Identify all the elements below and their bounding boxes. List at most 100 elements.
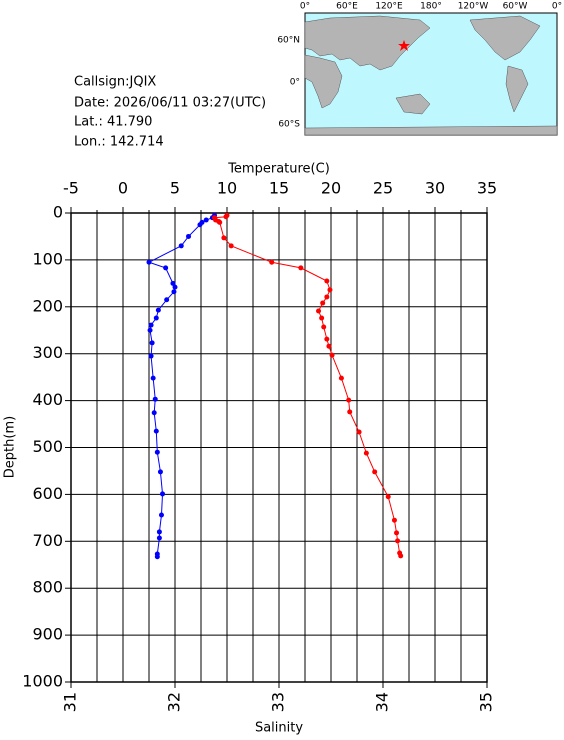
- profile-point: [172, 284, 178, 290]
- profile-point: [356, 429, 362, 435]
- x2-tick-label: 5: [170, 179, 180, 198]
- profile-point: [151, 410, 157, 416]
- map-lat-label: 60°S: [278, 120, 300, 130]
- y-tick-label: 700: [32, 531, 63, 550]
- profile-point: [156, 535, 162, 541]
- profile-point: [152, 396, 158, 402]
- x2-tick-label: 15: [269, 179, 289, 198]
- land: [304, 15, 558, 136]
- profile-point: [228, 243, 234, 249]
- map-lon-label: 0°: [552, 2, 562, 12]
- profile-point: [269, 259, 275, 265]
- x-tick-label: 32: [165, 692, 184, 712]
- profile-point: [148, 322, 154, 328]
- profile-line: [213, 215, 402, 557]
- map: [304, 12, 558, 136]
- y-tick-label: 400: [32, 390, 63, 409]
- profile-point: [160, 491, 166, 497]
- x-tick-label: 33: [269, 692, 288, 712]
- profile-point: [158, 512, 164, 518]
- y-tick-label: 300: [32, 343, 63, 362]
- profile-point: [326, 343, 332, 349]
- profile-point: [149, 340, 155, 346]
- profile-point: [186, 233, 192, 239]
- profile-point: [324, 278, 330, 284]
- profile-point: [164, 297, 170, 303]
- x-tick-label: 31: [61, 692, 80, 712]
- profile-point: [329, 352, 335, 358]
- profile-point: [154, 554, 160, 560]
- profile-point: [319, 315, 325, 321]
- x-axis-label: Salinity: [255, 721, 303, 736]
- y-tick-label: 500: [32, 437, 63, 456]
- x2-tick-label: 20: [321, 179, 341, 198]
- map-lat-label: 60°N: [277, 36, 300, 46]
- map-lon-label: 120°E: [375, 2, 403, 12]
- profile-point: [150, 375, 156, 381]
- map-lat-label: 0°: [290, 78, 300, 88]
- y-tick-label: 600: [32, 484, 63, 503]
- map-lon-label: 120°W: [458, 2, 489, 12]
- profile-point: [347, 409, 353, 415]
- profile-point: [221, 235, 227, 241]
- profile-point: [324, 294, 330, 300]
- x2-tick-label: 10: [217, 179, 237, 198]
- profile-point: [217, 219, 223, 225]
- profile-point: [147, 327, 153, 333]
- profile-point: [298, 265, 304, 271]
- profile-point: [146, 259, 152, 265]
- y-tick-label: 900: [32, 625, 63, 644]
- y-tick-label: 200: [32, 296, 63, 315]
- profile-point: [398, 553, 404, 559]
- profile-point: [163, 265, 169, 271]
- profile-point: [346, 397, 352, 403]
- profile-point: [170, 280, 176, 286]
- profile-point: [320, 300, 326, 306]
- x2-tick-label: 30: [425, 179, 445, 198]
- profile-point: [171, 289, 177, 295]
- profile-point: [394, 530, 400, 536]
- profile-point: [156, 529, 162, 535]
- profile-point: [363, 450, 369, 456]
- profile-point: [157, 469, 163, 475]
- x2-tick-label: 35: [477, 179, 497, 198]
- date: Date: 2026/06/11 03:27(UTC): [74, 96, 266, 111]
- profile-point: [203, 217, 209, 223]
- profile-point: [338, 375, 344, 381]
- profile-point: [153, 315, 159, 321]
- callsign: Callsign:JQIX: [74, 75, 156, 90]
- station-marker: [398, 40, 410, 51]
- profile-point: [154, 449, 160, 455]
- profile-line: [147, 215, 215, 557]
- profile-point: [178, 243, 184, 249]
- y-tick-label: 100: [32, 249, 63, 268]
- x2-axis-label: Temperature(C): [227, 162, 330, 177]
- x-tick-label: 35: [477, 692, 496, 712]
- y-tick-label: 1000: [22, 672, 63, 691]
- y-tick-label: 0: [53, 203, 63, 222]
- map-lon-label: 60°W: [503, 2, 528, 12]
- lon: Lon.: 142.714: [74, 135, 164, 150]
- x-tick-label: 34: [373, 692, 392, 712]
- map-lon-label: 60°E: [336, 2, 358, 12]
- profile-point: [197, 222, 203, 228]
- x2-tick-label: -5: [63, 179, 79, 198]
- profile-point: [395, 538, 401, 544]
- profile-point: [155, 307, 161, 313]
- lat: Lat.: 41.790: [74, 115, 152, 130]
- profile-point: [327, 287, 333, 293]
- x2-tick-label: 25: [373, 179, 393, 198]
- profile-point: [153, 428, 159, 434]
- profile-point: [324, 336, 330, 342]
- map-lon-label: 180°: [420, 2, 442, 12]
- profile-point: [391, 517, 397, 523]
- profile-point: [223, 214, 229, 220]
- profile-point: [148, 353, 154, 359]
- profile-point: [385, 494, 391, 500]
- map-lon-label: 0°: [300, 2, 310, 12]
- y-axis-label: Depth(m): [3, 416, 18, 478]
- y-tick-label: 800: [32, 578, 63, 597]
- profile-point: [321, 324, 327, 330]
- profile-point: [316, 308, 322, 314]
